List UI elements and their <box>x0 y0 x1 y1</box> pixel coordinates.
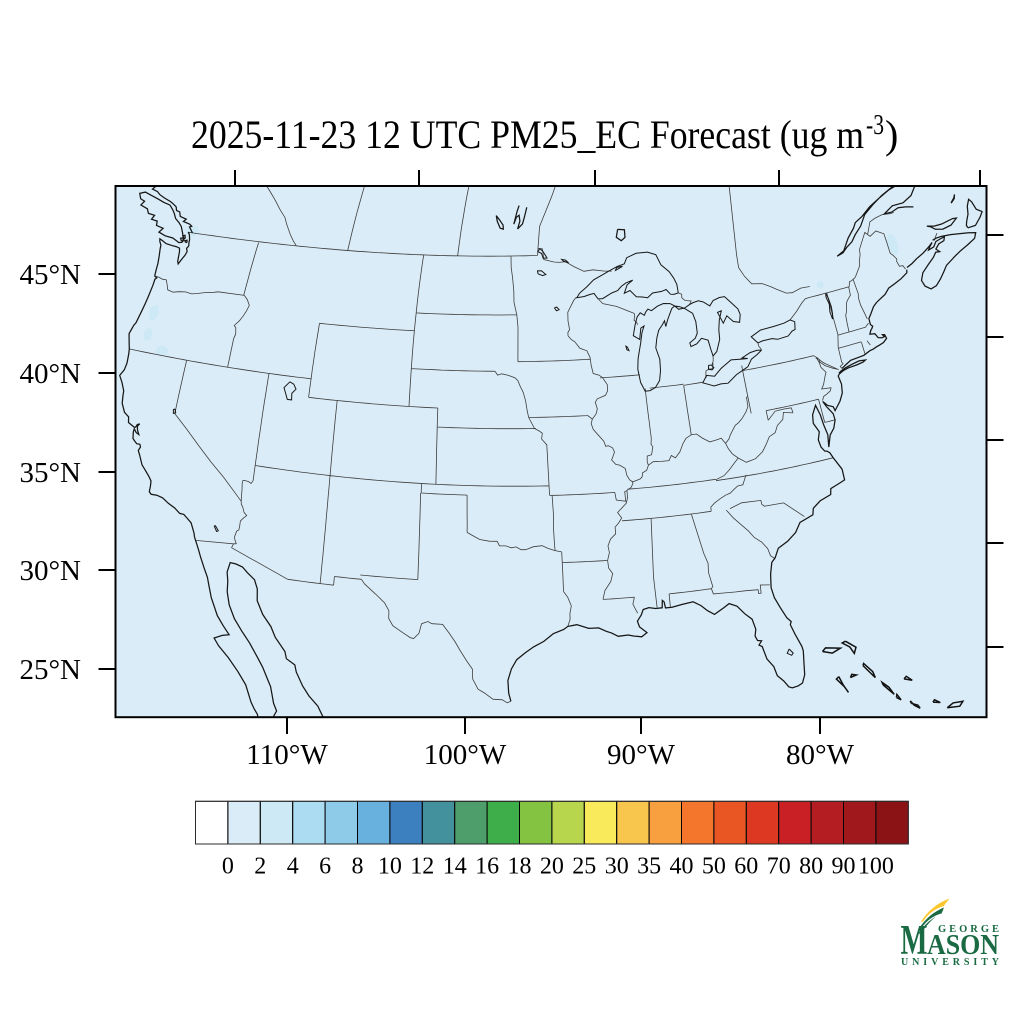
svg-text:45°N: 45°N <box>19 259 81 291</box>
svg-text:20: 20 <box>540 854 564 880</box>
svg-text:6: 6 <box>319 854 331 880</box>
svg-text:80°W: 80°W <box>786 739 855 771</box>
svg-text:ASON: ASON <box>927 929 999 961</box>
svg-text:14: 14 <box>443 854 467 880</box>
svg-text:30°N: 30°N <box>19 555 81 587</box>
svg-text:100°W: 100°W <box>424 739 507 771</box>
svg-text:12: 12 <box>410 854 434 880</box>
svg-text:0: 0 <box>222 854 234 880</box>
svg-text:M: M <box>901 918 928 964</box>
svg-text:50: 50 <box>702 854 726 880</box>
svg-text:4: 4 <box>287 854 299 880</box>
svg-text:10: 10 <box>378 854 402 880</box>
svg-text:40°N: 40°N <box>19 358 81 390</box>
svg-text:25: 25 <box>572 854 596 880</box>
svg-text:110°W: 110°W <box>246 739 328 771</box>
svg-text:): ) <box>885 112 898 157</box>
svg-text:25°N: 25°N <box>19 654 81 686</box>
svg-text:2: 2 <box>254 854 266 880</box>
svg-text:16: 16 <box>475 854 499 880</box>
svg-text:70: 70 <box>767 854 791 880</box>
svg-text:35: 35 <box>637 854 661 880</box>
svg-text:8: 8 <box>352 854 364 880</box>
svg-text:30: 30 <box>605 854 629 880</box>
svg-text:100: 100 <box>858 854 894 880</box>
svg-text:80: 80 <box>799 854 823 880</box>
svg-text:-3: -3 <box>866 109 884 141</box>
svg-text:90°W: 90°W <box>607 739 676 771</box>
svg-text:60: 60 <box>734 854 758 880</box>
svg-text:35°N: 35°N <box>19 457 81 489</box>
svg-text:2025-11-23 12 UTC PM25_EC Fore: 2025-11-23 12 UTC PM25_EC Forecast (ug m <box>191 112 864 157</box>
svg-text:18: 18 <box>508 854 532 880</box>
svg-text:90: 90 <box>832 854 856 880</box>
svg-text:40: 40 <box>670 854 694 880</box>
